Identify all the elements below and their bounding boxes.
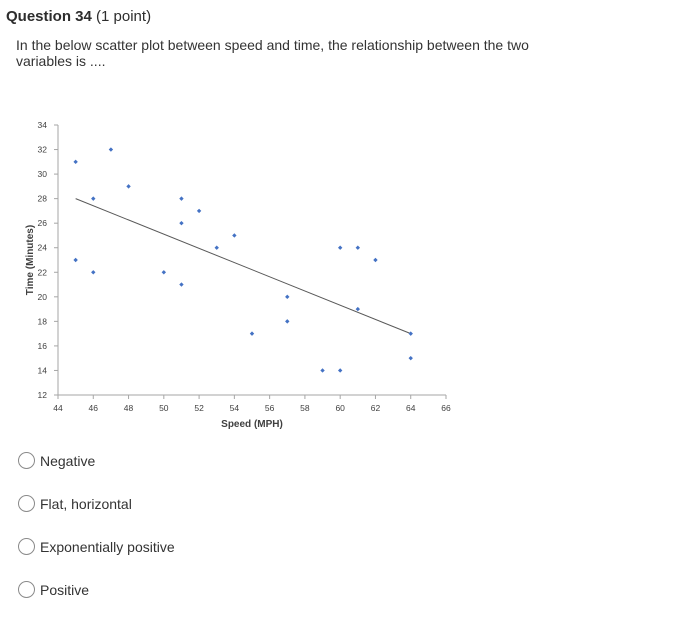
x-tick-label: 44 (53, 403, 63, 413)
option-negative[interactable]: Negative (18, 452, 95, 469)
data-point (91, 270, 96, 275)
option-exponentially-positive[interactable]: Exponentially positive (18, 538, 175, 555)
question-header: Question 34 (1 point) (6, 8, 151, 25)
scatter-chart: 12 14 16 18 20 22 24 26 28 30 32 34 44 46 48 50 52 54 56 58… (25, 120, 451, 430)
option-flat-horizontal[interactable]: Flat, horizontal (18, 495, 132, 512)
data-point (161, 270, 167, 275)
data-point (408, 355, 413, 361)
data-point (285, 294, 290, 300)
x-tick-label: 50 (159, 403, 169, 413)
y-tick-label: 16 (38, 341, 48, 351)
y-tick-label: 12 (38, 390, 48, 400)
question-text: In the below scatter plot between speed … (16, 37, 529, 69)
radio-negative[interactable] (18, 452, 35, 469)
x-tick-label: 66 (441, 403, 451, 413)
radio-exponentially-positive[interactable] (18, 538, 35, 555)
y-tick-label: 14 (38, 365, 48, 375)
trendline (75, 198, 411, 335)
question-points: (1 point) (96, 8, 152, 25)
chart-axes: 12 14 16 18 20 22 24 26 28 30 32 34 44 46 48 50 52 54 56 58… (38, 120, 451, 413)
data-point (285, 319, 290, 324)
x-tick-label: 46 (89, 403, 99, 413)
data-point (320, 368, 325, 373)
option-exponentially-positive-label: Exponentially positive (40, 538, 175, 555)
y-tick-label: 22 (38, 267, 48, 277)
y-tick-label: 28 (38, 194, 48, 204)
x-tick-label: 52 (194, 403, 204, 413)
y-tick-label: 26 (38, 218, 48, 228)
data-point (179, 220, 184, 226)
x-tick-label: 56 (265, 403, 275, 413)
data-points (73, 147, 413, 373)
data-point (249, 331, 255, 336)
data-point (408, 331, 413, 336)
data-point (337, 368, 343, 373)
question-title: Question 34 (6, 8, 92, 25)
x-tick-label: 48 (124, 403, 134, 413)
data-point (355, 306, 361, 312)
y-tick-label: 24 (38, 243, 48, 253)
option-positive-label: Positive (40, 581, 90, 598)
radio-positive[interactable] (18, 581, 35, 598)
trendline-group (75, 198, 411, 335)
x-axis-title: Speed (MPH) (221, 419, 283, 430)
data-point (126, 184, 131, 189)
x-tick-label: 64 (406, 403, 416, 413)
y-tick-label: 34 (38, 120, 48, 130)
data-point (196, 208, 202, 214)
radio-flat-horizontal[interactable] (18, 495, 35, 512)
x-tick-label: 58 (300, 403, 310, 413)
data-point (373, 257, 378, 263)
y-tick-label: 18 (38, 316, 48, 326)
x-tick-label: 62 (371, 403, 381, 413)
data-point (91, 196, 96, 201)
option-flat-horizontal-label: Flat, horizontal (40, 495, 132, 512)
y-tick-label: 32 (38, 145, 48, 155)
data-point (73, 159, 78, 165)
option-negative-label: Negative (40, 452, 96, 469)
data-point (108, 147, 114, 152)
data-point (73, 257, 78, 263)
y-tick-label: 20 (38, 292, 48, 302)
y-axis-title: Time (Minutes) (25, 225, 36, 295)
data-point (214, 245, 219, 250)
x-tick-label: 60 (335, 403, 345, 413)
data-point (179, 196, 184, 201)
data-point (179, 282, 184, 287)
data-point (337, 245, 343, 250)
data-point (355, 245, 361, 250)
y-tick-label: 30 (38, 169, 48, 179)
data-point (232, 233, 237, 238)
option-positive[interactable]: Positive (18, 581, 89, 598)
x-tick-label: 54 (230, 403, 240, 413)
